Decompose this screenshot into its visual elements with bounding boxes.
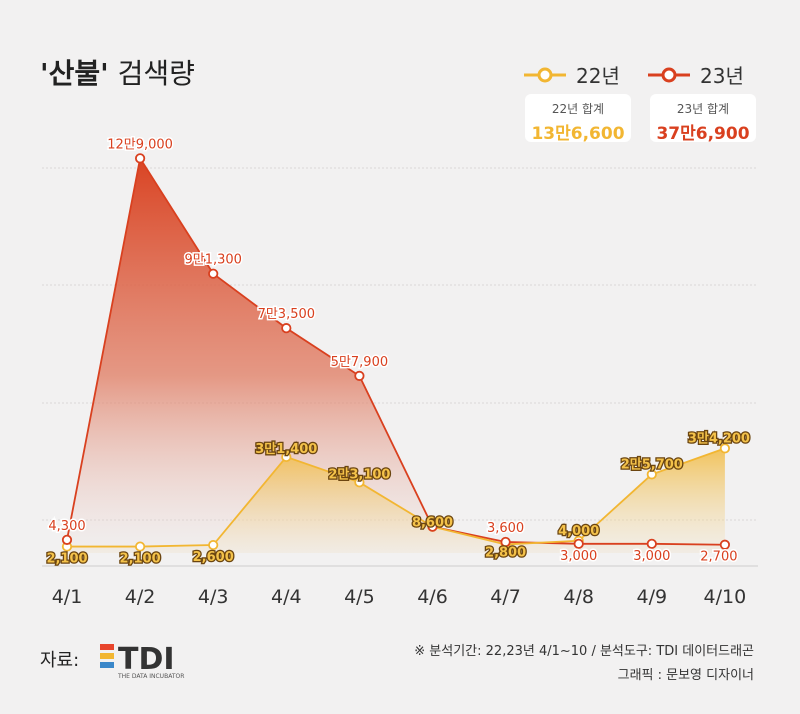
legend-label: 22년 (576, 64, 620, 88)
x-tick-label: 4/9 (636, 586, 668, 608)
series-area-22년 (67, 448, 725, 553)
data-label: 2,100 (46, 552, 87, 567)
total-label: 22년 합계 (551, 102, 605, 116)
data-point (281, 451, 292, 463)
data-label: 3만4,200 (688, 430, 750, 446)
credit-note: 그래픽 : 문보영 디자이너 (617, 668, 754, 683)
series-line-22년 (67, 447, 726, 548)
data-label: 3만1,400 (255, 441, 317, 457)
data-label: 7만3,500 (258, 307, 315, 322)
total-label: 23년 합계 (676, 102, 730, 116)
total-value: 13만6,600 (531, 124, 625, 144)
data-label: 2,100 (120, 552, 161, 567)
data-label: 5만7,900 (331, 355, 388, 370)
total-box-22: 22년 합계 13만6,600 (525, 94, 631, 144)
series-area-23년 (67, 158, 725, 553)
data-point (427, 521, 438, 532)
data-label: 8,600 (412, 516, 453, 531)
data-label: 9만1,300 (184, 253, 241, 268)
legend-label: 23년 (700, 64, 744, 88)
data-point (281, 323, 292, 334)
x-tick-label: 4/1 (51, 586, 83, 608)
data-point (135, 153, 146, 164)
data-point (719, 539, 731, 550)
logo-subtext: THE DATA INCUBATOR (117, 673, 184, 680)
x-tick-label: 4/3 (197, 586, 229, 608)
analysis-note: ※ 분석기간: 22,23년 4/1~10 / 분석도구: TDI 데이터드래곤 (414, 644, 754, 659)
data-point (646, 469, 657, 480)
data-label: 3,000 (560, 549, 597, 564)
series-line-23년 (66, 155, 725, 546)
data-point (719, 443, 731, 454)
data-label: 3,000 (633, 549, 670, 564)
data-label: 2,800 (485, 545, 526, 560)
x-tick-label: 4/5 (344, 586, 375, 608)
data-point (61, 534, 73, 545)
data-point (646, 538, 657, 549)
data-point (208, 539, 219, 551)
data-label: 4,000 (558, 524, 599, 539)
x-tick-label: 4/7 (490, 586, 521, 608)
data-label: 2,600 (193, 550, 234, 565)
total-value: 37만6,900 (656, 124, 750, 144)
data-label: 4,300 (48, 519, 85, 534)
data-point (573, 538, 584, 549)
x-tick-label: 4/8 (563, 586, 594, 608)
x-tick-label: 4/2 (124, 586, 156, 608)
data-point (354, 477, 365, 488)
data-point (354, 370, 365, 381)
data-label: 2만3,100 (328, 466, 390, 482)
source-label: 자료: (40, 650, 80, 671)
logo-text: TDI (118, 642, 175, 677)
data-label: 2만5,700 (621, 456, 683, 472)
legend-item-23: 23년 (648, 60, 744, 89)
total-box-23: 23년 합계 37만6,900 (650, 94, 756, 144)
data-point (208, 268, 219, 279)
data-point (135, 541, 146, 552)
data-label: 3,600 (487, 521, 524, 536)
tdi-logo: TDI THE DATA INCUBATOR (100, 642, 184, 680)
x-tick-label: 4/4 (271, 586, 302, 608)
data-label: 2,700 (700, 550, 737, 565)
legend-item-22: 22년 (524, 60, 620, 89)
legend-line-icon (524, 67, 566, 82)
data-label: 12만9,000 (107, 137, 173, 152)
data-point (500, 536, 511, 548)
x-tick-label: 4/10 (703, 586, 747, 608)
x-tick-label: 4/6 (417, 586, 448, 608)
page-title: '산불' 검색량 (40, 57, 195, 90)
legend-line-icon (648, 67, 690, 82)
